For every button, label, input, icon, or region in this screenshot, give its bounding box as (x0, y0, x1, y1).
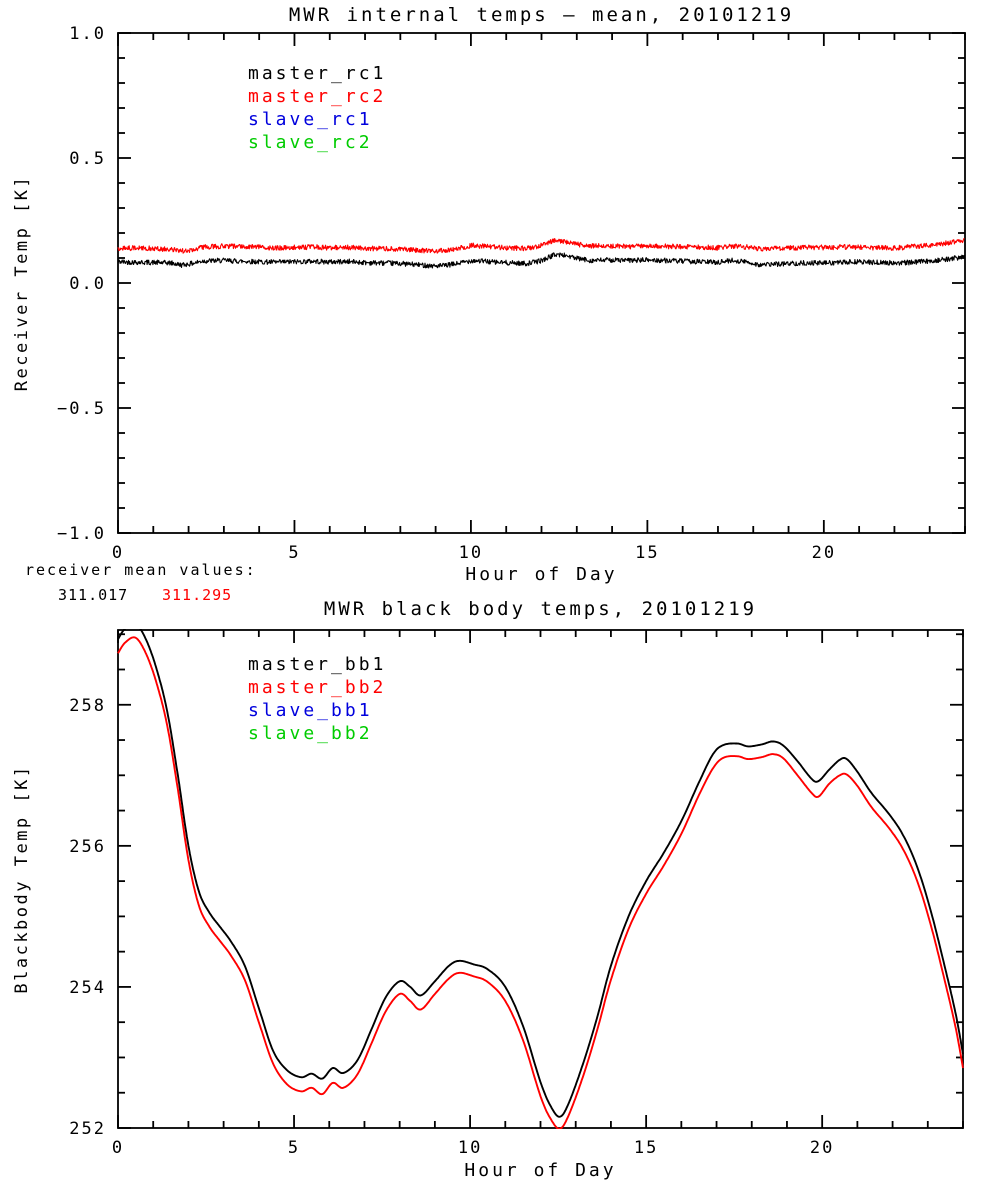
x-tick-label: 0 (112, 1138, 124, 1158)
y-tick-label: 0.0 (69, 274, 106, 294)
legend-item-slave-rc1: slave_rc1 (248, 109, 373, 130)
legend-item-master-rc2: master_rc2 (248, 86, 387, 107)
y-tick-label: 252 (69, 1119, 106, 1139)
panel1-x-axis-label: Hour of Day (465, 564, 618, 585)
y-tick-label: −0.5 (57, 399, 106, 419)
panel2-title: MWR black body temps, 20101219 (323, 598, 758, 620)
panel2-y-axis-label: Blackbody Temp [K] (12, 764, 32, 994)
x-tick-label: 20 (810, 1138, 834, 1158)
panel2-legend: master_bb1 master_bb2 slave_bb1 slave_bb… (248, 653, 386, 745)
y-tick-label: 254 (69, 978, 106, 998)
legend-item-master-rc1: master_rc1 (248, 63, 387, 84)
x-tick-label: 0 (112, 543, 124, 563)
series-master_rc1 (117, 252, 966, 269)
panel1-legend: master_rc1 master_rc2 slave_rc1 slave_rc… (248, 62, 386, 154)
y-tick-label: 1.0 (69, 24, 106, 44)
x-tick-label: 15 (635, 543, 659, 563)
x-tick-label: 15 (634, 1138, 658, 1158)
y-tick-label: 256 (69, 837, 106, 857)
series-master_rc2 (117, 238, 965, 254)
axes (117, 32, 966, 534)
x-tick-label: 5 (288, 1138, 300, 1158)
panel1: 0 5 10 15 20 −1.0 −0.5 0.0 0.5 1.0 (57, 24, 966, 563)
y-tick-label: 0.5 (69, 149, 106, 169)
legend-item-slave-rc2: slave_rc2 (248, 132, 373, 153)
legend-item-master-bb2: master_bb2 (248, 677, 387, 698)
legend-item-master-bb1: master_bb1 (248, 654, 387, 675)
panel1-y-axis-label: Receiver Temp [K] (12, 174, 32, 392)
panel2-x-axis-label: Hour of Day (464, 1160, 617, 1181)
legend-item-slave-bb2: slave_bb2 (248, 723, 373, 744)
panel2: 0 5 10 15 20 252 254 256 258 (69, 629, 964, 1158)
receiver-mean-value-1: 311.017 (58, 586, 129, 604)
series-master_bb1 (117, 629, 964, 1118)
series-master_bb2 (117, 636, 964, 1129)
x-tick-label: 10 (459, 543, 483, 563)
x-tick-label: 5 (288, 543, 300, 563)
y-tick-label: −1.0 (57, 524, 106, 544)
receiver-mean-values-label: receiver mean values: (25, 561, 257, 579)
axes (117, 629, 964, 1129)
x-tick-label: 20 (812, 543, 836, 563)
receiver-mean-value-2: 311.295 (162, 586, 233, 604)
y-tick-label: 258 (69, 696, 106, 716)
x-tick-label: 10 (458, 1138, 482, 1158)
legend-item-slave-bb1: slave_bb1 (248, 700, 373, 721)
panel1-title: MWR internal temps — mean, 20101219 (288, 4, 795, 26)
